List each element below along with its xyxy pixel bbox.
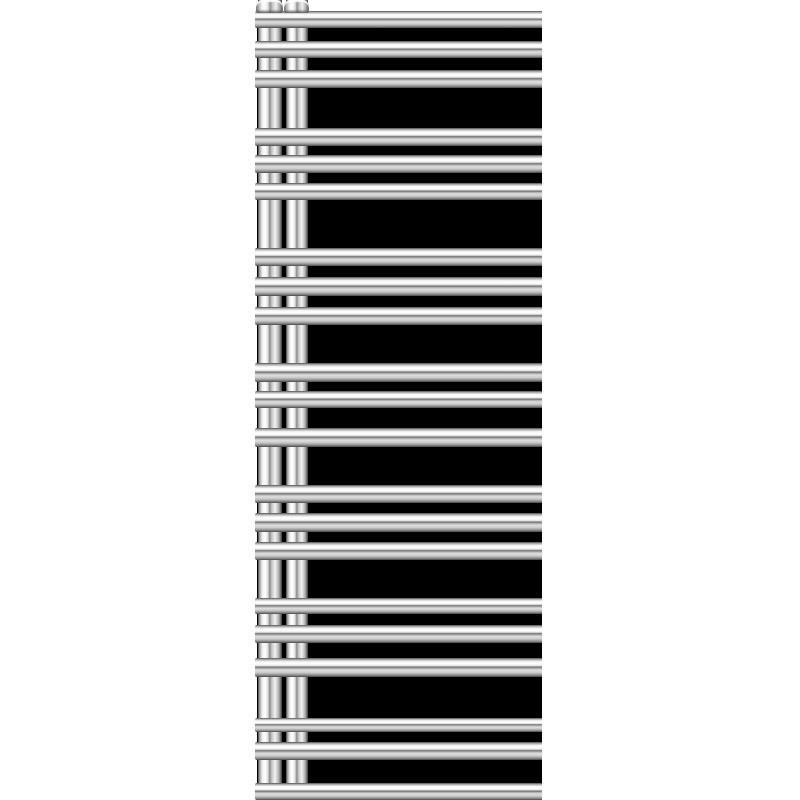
tube-cap	[256, 0, 283, 13]
radiator-bar	[255, 718, 542, 732]
radiator-bar	[255, 542, 542, 560]
radiator-bar	[255, 513, 542, 532]
radiator-bar	[255, 598, 542, 614]
radiator-bar	[255, 307, 542, 325]
radiator-bar	[255, 155, 542, 173]
radiator-bar	[255, 41, 542, 58]
radiator-bar	[255, 248, 542, 266]
radiator-bar	[255, 625, 542, 643]
radiator-bar	[255, 783, 542, 800]
radiator-bar	[255, 658, 542, 677]
radiator-bar	[255, 428, 542, 447]
radiator-bar	[255, 70, 542, 88]
radiator-bar	[255, 277, 542, 296]
radiator-bar	[255, 128, 542, 146]
tube-cap	[284, 0, 309, 13]
radiator-bar	[255, 363, 542, 382]
radiator-bar	[255, 485, 542, 503]
radiator-bar	[255, 742, 542, 760]
radiator-bar	[255, 391, 542, 408]
radiator-bar	[255, 11, 542, 28]
radiator-bar	[255, 183, 542, 200]
